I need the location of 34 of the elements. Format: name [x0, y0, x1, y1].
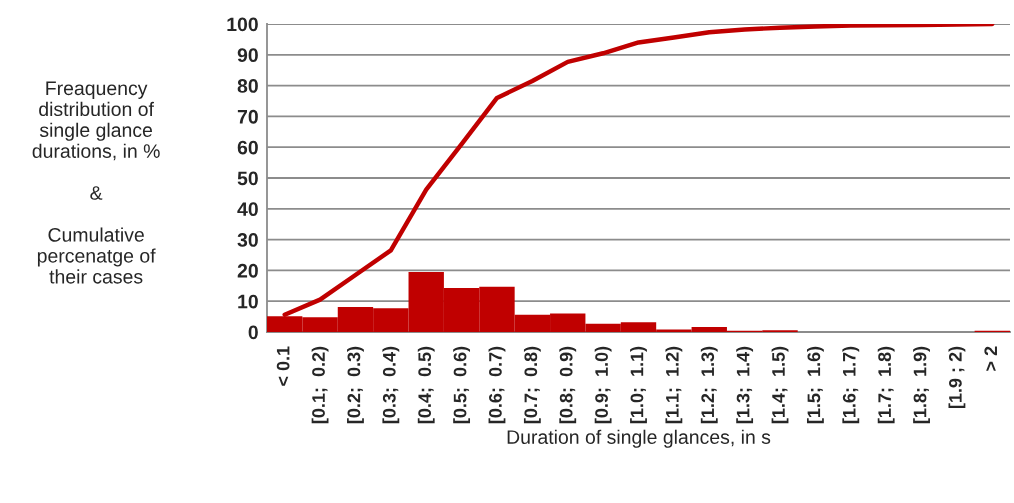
y-tick-label: 30 — [237, 233, 258, 247]
x-tick-label: [1.8; 1.9) — [913, 346, 930, 424]
y-tick-label: 40 — [237, 202, 258, 217]
x-tick-label: [0.5; 0.6) — [453, 346, 471, 424]
x-tick-label: [1.7; 1.8) — [877, 346, 895, 424]
x-tick-label: [1.4; 1.5) — [771, 346, 789, 424]
x-tick-label: [1.9 ; 2) — [948, 346, 966, 409]
x-tick-label: [0.4; 0.5) — [417, 346, 435, 424]
x-tick-label: [0.6; 0.7) — [488, 346, 506, 424]
x-tick-label: [1.1; 1.2) — [665, 346, 683, 424]
y-tick-label: 70 — [237, 109, 258, 124]
x-tick-label: [0.7; 0.8) — [523, 346, 541, 424]
text: Freaquency distribution of single glance durations, in % & Cumulative percenatge of their cases — [32, 81, 160, 284]
x-tick-label: [0.2; 0.3) — [347, 346, 364, 424]
y-tick-label: 80 — [237, 79, 258, 93]
y-tick-label: 0 — [248, 325, 258, 340]
x-tick-label: [1.2; 1.3) — [700, 346, 718, 424]
y-tick-label: 100 — [227, 17, 258, 32]
y-tick-label: 90 — [237, 48, 258, 63]
x-tick-label: [1.3; 1.4) — [736, 346, 754, 424]
y-tick-label: 50 — [237, 171, 258, 186]
x-tick-label: [0.3; 0.4) — [382, 346, 400, 424]
x-tick-label: [1.5; 1.6) — [806, 346, 824, 424]
x-tick-label: < 0.1 — [276, 346, 290, 386]
y-tick-label: 20 — [237, 263, 258, 278]
x-tick-label: > 2 — [984, 346, 997, 371]
x-tick-label: [1.6; 1.7) — [842, 346, 860, 424]
x-tick-label: [0.9; 1.0) — [594, 346, 612, 424]
x-axis-title: Duration of single glances, in s — [507, 429, 771, 448]
x-tick-label: [0.8; 0.9) — [559, 346, 577, 424]
y-tick-label: 10 — [238, 294, 258, 309]
x-tick-label: [1.0; 1.1) — [630, 346, 647, 424]
y-tick-label: 60 — [237, 140, 258, 155]
x-tick-label: [0.1; 0.2) — [311, 346, 329, 424]
